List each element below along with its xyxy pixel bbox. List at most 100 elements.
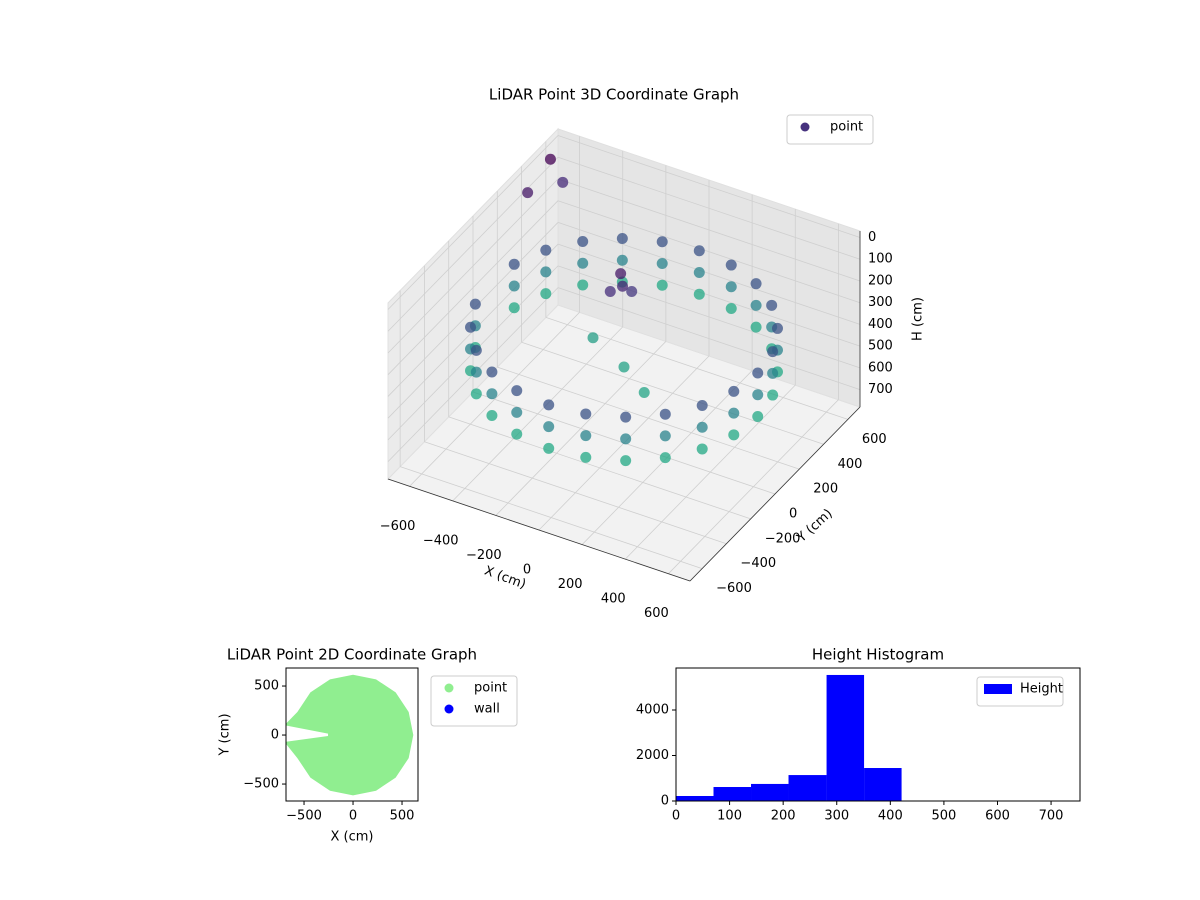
point [626,285,638,297]
point [766,299,778,311]
legend-label: point [830,120,863,135]
chart-title: LiDAR Point 3D Coordinate Graph [489,86,739,104]
bar [788,775,827,801]
z-tick-label: 100 [868,252,893,267]
y-axis-label: Y (cm) [218,713,233,756]
x-tick-label: 200 [771,809,796,824]
point [752,410,764,422]
point [618,361,630,373]
grid-line [557,135,861,238]
point [617,280,629,292]
z-tick-label: 600 [868,360,893,375]
point [470,366,482,378]
z-tick-label: 700 [868,382,893,397]
point [750,321,762,333]
point [638,386,650,398]
legend-marker [800,122,810,132]
point [620,433,632,445]
point [543,421,555,433]
legend-marker [444,704,454,714]
grid-line [387,200,559,375]
point [604,285,616,297]
point [580,430,592,442]
grid-line [497,366,800,470]
x-axis-line [387,478,691,582]
point [511,428,523,440]
y-tick-label: 600 [862,432,887,447]
legend-label: Height [1020,682,1063,697]
legend-frame [786,114,874,145]
x-axis-label: X (cm) [331,830,374,845]
point [543,399,555,411]
point [728,429,740,441]
point [728,407,740,419]
z-tick-label: 500 [868,339,893,354]
point [767,346,779,358]
point [771,322,783,334]
bar [751,783,789,801]
grid-line [387,178,559,354]
x-tick-label: −200 [466,548,502,563]
point [696,443,708,455]
point [696,421,708,433]
point [486,409,498,421]
y-tick-label: 0 [271,728,279,743]
point [696,399,708,411]
point [659,430,671,442]
point-cloud [286,674,414,796]
point [540,288,552,300]
legend-marker [444,683,454,693]
point [508,280,520,292]
point [616,233,628,245]
x-tick-label: −600 [380,519,416,534]
y-tick-label: −400 [740,556,776,571]
point [540,244,552,256]
grid-line [424,441,727,545]
y-tick-label: −600 [716,581,752,596]
x-tick-label: 300 [824,809,849,824]
x-tick-label: 600 [644,606,669,621]
point [486,388,498,400]
point [752,389,764,401]
legend-label: point [474,681,507,696]
z-axis-label: H (cm) [911,297,926,341]
grid-line [557,200,861,304]
point [543,442,555,454]
point [544,153,556,165]
point [725,281,737,293]
grid-line [521,341,824,445]
point [580,408,592,420]
point [659,408,671,420]
grid-line [387,135,559,310]
point [557,176,569,188]
axes-frame [675,667,1081,802]
x-axis-label: X (cm) [482,564,528,593]
point [511,385,523,397]
chart-title: Height Histogram [812,646,944,664]
grid-line [448,416,751,520]
point [577,257,589,269]
x-tick-label: 0 [349,809,357,824]
y-axis-line [689,406,861,582]
bar [864,768,902,801]
legend-label: wall [474,702,500,717]
point [620,455,632,467]
grid-line [557,243,861,347]
y-tick-label: 400 [838,457,863,472]
x-tick-label: 400 [878,809,903,824]
z-tick-label: 200 [868,273,893,288]
y-tick-label: 500 [254,679,279,694]
z-tick-label: 0 [868,230,876,245]
x-tick-label: 600 [985,809,1010,824]
point [469,298,481,310]
y-tick-label: 0 [789,507,797,522]
grid-line [387,156,559,332]
point [616,254,628,266]
point [725,303,737,315]
bar [676,795,714,801]
x-tick-label: −500 [286,809,322,824]
point [693,288,705,300]
point [693,267,705,279]
x-tick-label: 0 [672,809,680,824]
point [511,406,523,418]
